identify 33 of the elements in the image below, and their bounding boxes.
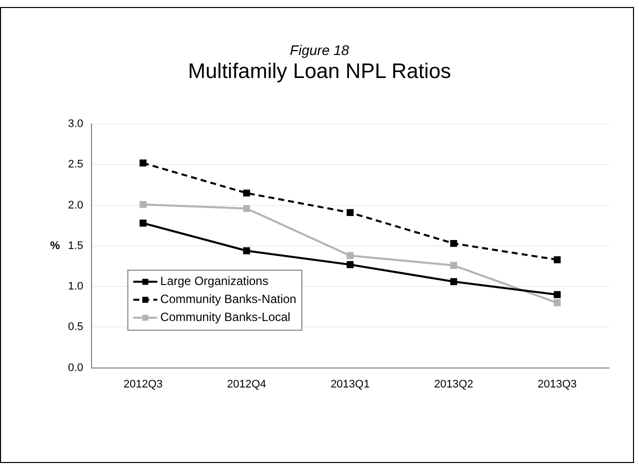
point	[346, 261, 354, 268]
x-tick-label: 2012Q3	[123, 378, 163, 390]
x-tick-label: 2013Q2	[434, 378, 474, 390]
point	[450, 262, 458, 269]
legend-label: Community Banks-Nation	[160, 292, 296, 306]
point	[140, 220, 147, 227]
point	[450, 240, 458, 247]
point	[346, 209, 354, 216]
y-axis-title: %	[50, 240, 60, 252]
y-tick-label: 3.0	[68, 118, 84, 130]
legend-label: Large Organizations	[160, 274, 268, 288]
chart-title: Multifamily Loan NPL Ratios	[187, 60, 452, 84]
point	[554, 291, 561, 298]
x-tick-label: 2012Q4	[227, 378, 266, 390]
legend-label: Community Banks-Local	[160, 310, 290, 324]
y-tick-label: 1.5	[68, 240, 84, 252]
point	[554, 256, 561, 264]
point	[243, 247, 250, 254]
x-tick-label: 2013Q3	[538, 378, 577, 390]
point	[243, 190, 250, 197]
y-tick-label: 2.0	[68, 199, 84, 212]
point	[140, 200, 147, 208]
y-tick-label: 1.0	[68, 280, 84, 293]
y-tick-label: 0.5	[68, 321, 84, 334]
point	[140, 160, 147, 166]
y-tick-label: 0.0	[68, 362, 84, 374]
x-tick-label: 2013Q1	[330, 378, 370, 390]
chart-subtitle: Figure 18	[288, 42, 350, 58]
point	[450, 278, 458, 286]
point	[554, 299, 561, 306]
point	[346, 252, 354, 260]
y-tick-label: 2.5	[68, 158, 84, 171]
point	[243, 205, 250, 212]
